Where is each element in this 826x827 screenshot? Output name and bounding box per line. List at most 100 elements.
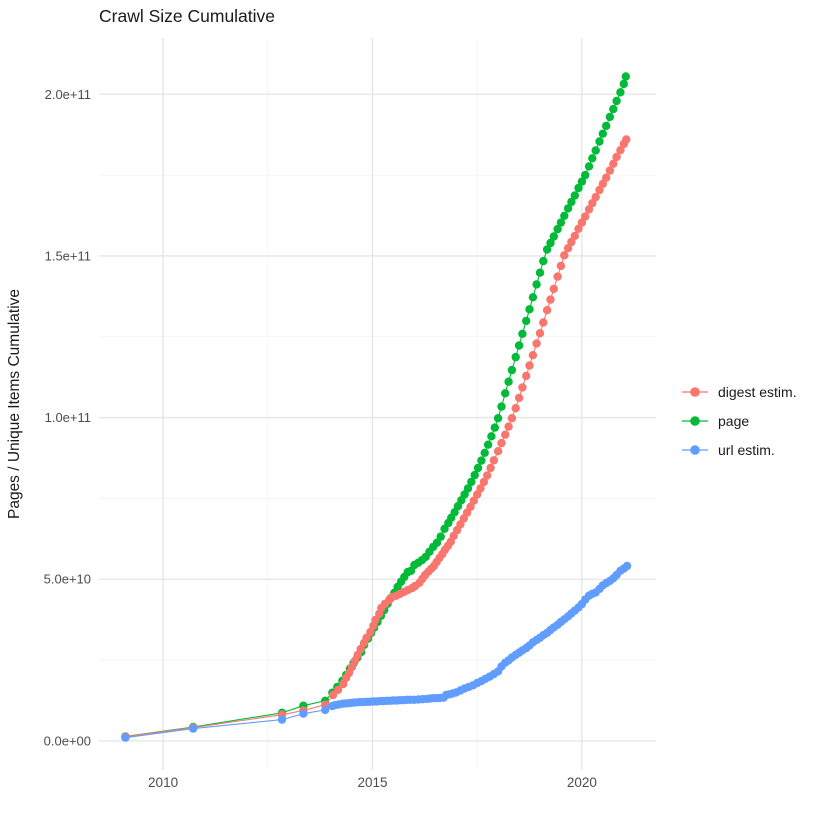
data-point-digest-estim (539, 318, 548, 327)
x-tick-label: 2015 (357, 775, 387, 790)
data-point-digest-estim (598, 179, 607, 188)
data-point-digest-estim (356, 644, 365, 654)
data-point-digest-estim (528, 351, 538, 360)
data-point-digest-estim (560, 251, 569, 260)
data-point-page (567, 197, 576, 207)
data-point-page (467, 477, 476, 487)
legend-key-dot (690, 415, 700, 426)
data-point-digest-estim (535, 329, 545, 338)
data-point-page (621, 72, 630, 81)
data-point-digest-estim (525, 361, 534, 370)
data-point-page (542, 245, 552, 254)
data-point-page (487, 432, 496, 441)
data-point-page (504, 377, 513, 386)
legend-item-page: page (681, 406, 797, 435)
legend-key-digest-estim (682, 386, 708, 397)
y-tick-label: 5.0e+10 (44, 572, 91, 587)
data-point-page (477, 456, 486, 465)
data-point-url-estim (299, 709, 308, 718)
legend-key-url-estim (682, 444, 708, 455)
data-point-digest-estim (476, 484, 485, 493)
data-point-page (483, 440, 493, 449)
data-point-digest-estim (609, 159, 618, 168)
data-point-page (574, 183, 583, 193)
data-point-page (556, 218, 566, 227)
data-point-digest-estim (532, 339, 541, 348)
data-point-digest-estim (570, 231, 579, 241)
data-point-digest-estim (546, 295, 555, 304)
series-line-url-estim (125, 565, 628, 739)
data-point-page (436, 532, 445, 541)
data-point-digest-estim (479, 477, 489, 487)
y-tick-label: 1.0e+11 (45, 410, 91, 425)
legend-label: page (718, 412, 750, 429)
data-point-page (497, 402, 506, 411)
data-point-url-estim (189, 724, 198, 733)
data-point-page (480, 448, 489, 457)
data-point-page (539, 256, 548, 266)
data-series (121, 72, 632, 742)
data-point-digest-estim (622, 135, 631, 144)
data-point-digest-estim (595, 185, 604, 195)
data-point-digest-estim (549, 284, 558, 294)
legend-key-dot (690, 386, 700, 397)
data-point-digest-estim (469, 496, 478, 505)
data-point-digest-estim (612, 152, 621, 162)
data-point-page (518, 329, 527, 338)
data-point-page (553, 224, 562, 234)
data-point-digest-estim (504, 422, 513, 431)
data-point-page (595, 137, 604, 146)
data-point-page (514, 341, 524, 350)
series-url-estim (121, 561, 632, 742)
data-point-digest-estim (493, 447, 503, 456)
x-tick-label: 2020 (567, 775, 597, 790)
x-tick-label: 2010 (148, 775, 178, 790)
data-point-page (460, 490, 469, 499)
data-point-page (581, 170, 590, 180)
legend-key-page (682, 415, 708, 426)
data-point-digest-estim (486, 463, 495, 473)
data-point-page (577, 177, 587, 186)
data-point-digest-estim (514, 393, 524, 403)
legend-item-url-estim: url estim. (681, 435, 797, 464)
series-digest-estim (121, 135, 631, 741)
y-tick-label: 1.5e+11 (45, 248, 91, 263)
legend: digest estim. page url estim. (681, 377, 797, 464)
data-point-page (490, 423, 499, 432)
data-point-url-estim (321, 705, 330, 715)
data-point-page (588, 154, 597, 163)
data-point-url-estim (277, 715, 287, 724)
data-point-digest-estim (574, 224, 583, 233)
gridlines-minor (99, 38, 656, 770)
data-point-digest-estim (507, 414, 517, 423)
data-point-page (598, 129, 607, 138)
data-point-page (493, 414, 503, 423)
legend-key-dot (690, 444, 700, 455)
data-point-page (511, 352, 520, 362)
data-point-page (470, 470, 479, 480)
data-point-page (616, 88, 625, 97)
data-point-page (532, 280, 541, 289)
data-point-page (525, 305, 534, 314)
data-point-digest-estim (567, 237, 576, 247)
data-point-page (563, 204, 573, 213)
data-point-digest-estim (518, 383, 527, 392)
data-point-page (612, 96, 621, 106)
data-point-page (501, 389, 510, 398)
data-point-digest-estim (542, 306, 552, 315)
data-point-page (605, 112, 615, 122)
data-point-page (602, 121, 611, 131)
y-axis-title: Pages / Unique Items Cumulative (6, 288, 23, 520)
y-axis-tick-labels: 0.0e+00 5.0e+10 1.0e+11 1.5e+11 2.0e+11 (44, 87, 91, 749)
data-point-digest-estim (497, 438, 506, 448)
legend-label: url estim. (718, 441, 775, 458)
data-point-digest-estim (328, 690, 338, 700)
data-point-digest-estim (602, 173, 611, 182)
data-point-url-estim (121, 733, 130, 742)
data-point-page (609, 104, 618, 114)
data-point-digest-estim (591, 192, 600, 202)
data-point-digest-estim (553, 272, 562, 281)
data-point-digest-estim (563, 244, 573, 253)
